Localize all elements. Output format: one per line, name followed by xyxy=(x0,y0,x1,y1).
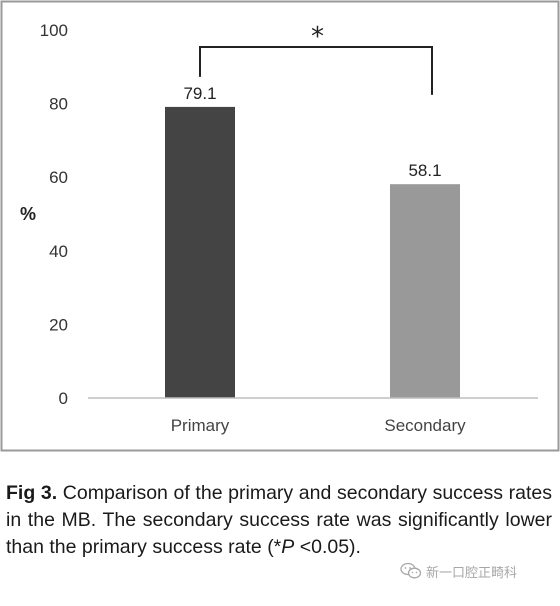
data-label-primary: 79.1 xyxy=(183,84,216,103)
watermark-text: 新一口腔正畸科 xyxy=(426,565,518,581)
watermark: 新一口腔正畸科 xyxy=(400,560,550,582)
y-tick-label: 60 xyxy=(49,168,68,187)
caption-text: Comparison of the primary and secondary … xyxy=(6,482,552,558)
bar-secondary xyxy=(390,184,460,398)
significance-star: * xyxy=(311,22,324,52)
p-symbol: P xyxy=(281,536,295,558)
y-axis-label: % xyxy=(20,204,36,224)
x-tick-label-primary: Primary xyxy=(171,416,230,435)
data-label-secondary: 58.1 xyxy=(408,161,441,180)
y-tick-label: 100 xyxy=(40,21,68,40)
significance-bracket: * xyxy=(199,22,433,95)
y-tick-label: 80 xyxy=(49,95,68,114)
y-tick-label: 20 xyxy=(49,315,68,334)
y-tick-label: 40 xyxy=(49,242,68,261)
bars xyxy=(165,106,460,399)
y-tick-label: 0 xyxy=(59,389,68,408)
figure-caption: Fig 3. Comparison of the primary and sec… xyxy=(6,480,552,561)
x-tick-label-secondary: Secondary xyxy=(384,416,466,435)
bar-primary xyxy=(165,106,235,399)
x-axis-labels: Primary Secondary xyxy=(171,416,466,435)
wechat-icon xyxy=(400,562,422,579)
y-axis: 0 20 40 60 80 100 xyxy=(40,21,68,408)
caption-text-end: <0.05). xyxy=(294,536,361,558)
bracket-line xyxy=(199,46,433,95)
data-labels: 79.1 58.1 xyxy=(183,84,441,180)
chart: 0 20 40 60 80 100 Primary Secondary 79.1 58.1 *… xyxy=(0,0,560,452)
figure-label: Fig 3. xyxy=(6,482,58,504)
chart-border xyxy=(0,0,560,452)
